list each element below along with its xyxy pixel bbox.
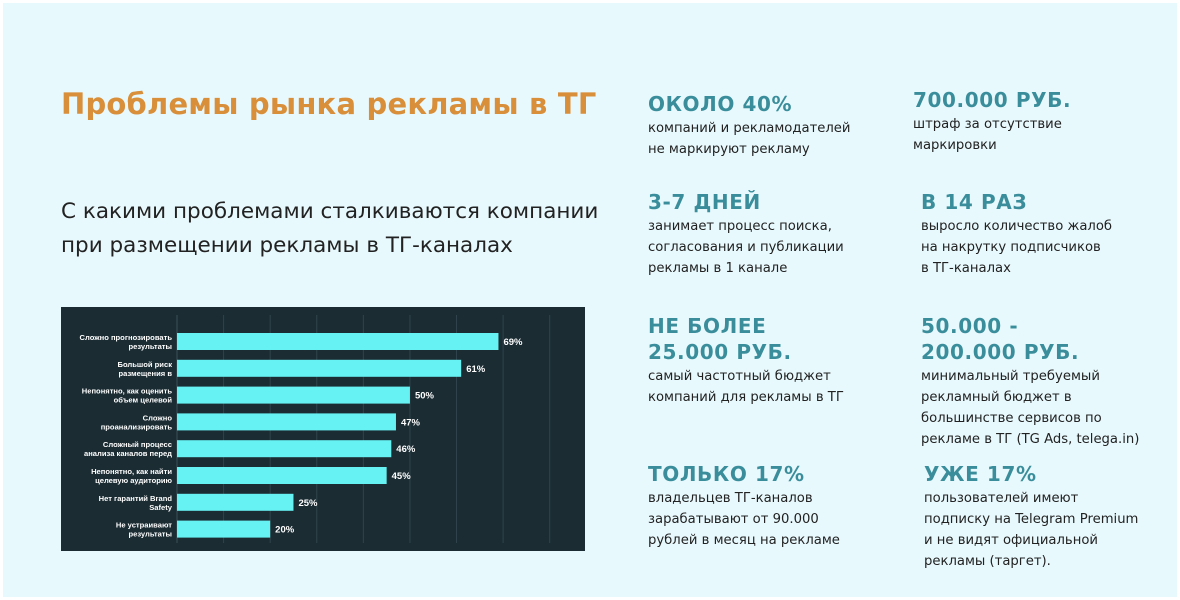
bar-value-label: 25% [298,498,318,509]
stat-headline: 700.000 РУБ. [913,88,1072,112]
category-label: Сложно прогнозировать результаты [79,333,172,351]
bar [177,467,387,484]
bar-value-label: 45% [392,471,412,482]
bar [177,440,392,458]
subtitle: С какими проблемами сталкиваются компани… [61,199,599,258]
bar [177,386,410,404]
stat-headline: ТОЛЬКО 17% [648,462,805,486]
stat-headline: УЖЕ 17% [924,462,1037,486]
stat-description: минимальный требуемый рекламный бюджет в… [921,369,1140,447]
stat-headline: НЕ БОЛЕЕ 25.000 РУБ. [648,314,792,364]
stat-description: самый частотный бюджет компаний для рекл… [648,369,844,405]
stat-headline: 50.000 - 200.000 РУБ. [921,314,1080,364]
bar [177,493,294,511]
stat-description: выросло количество жалоб на накрутку под… [921,219,1113,276]
bar [177,413,396,431]
bar-value-label: 47% [401,417,421,428]
category-label: Большой риск размещения в [118,360,173,378]
stat-card: ТОЛЬКО 17% владельцев ТГ-каналов зарабат… [648,461,898,551]
page-title: Проблемы рынка рекламы в ТГ [61,87,597,121]
category-label: Не устраивают результаты [116,521,172,539]
bar-value-label: 50% [415,391,435,402]
stat-description: пользователей имеют подписку на Telegram… [924,491,1139,569]
bar [177,520,271,538]
category-label: Непонятно, как найти целевую аудиторию [91,467,172,485]
bar-chart-svg: 69% Сложно прогнозировать результаты 61% Бол… [79,315,551,543]
bar [177,333,499,350]
stat-description: штраф за отсутствие маркировки [913,117,1062,153]
stat-description: занимает процесс поиска, согласования и … [648,219,844,276]
category-label: Нет гарантий Brand Safety [99,494,173,512]
stat-card: ОКОЛО 40% компаний и рекламодателей не м… [648,91,898,160]
stat-description: компаний и рекламодателей не маркируют р… [648,121,851,157]
bar-value-label: 20% [275,525,295,536]
stat-card: НЕ БОЛЕЕ 25.000 РУБ. самый частотный бюд… [648,313,898,408]
stat-headline: 3-7 ДНЕЙ [648,190,761,214]
bar-chart: 69% Сложно прогнозировать результаты 61% Бол… [61,307,585,551]
category-label: Непонятно, как оценить объем целевой [82,387,173,405]
stat-card: В 14 РАЗ выросло количество жалоб на нак… [921,189,1171,279]
slide: Проблемы рынка рекламы в ТГ С какими про… [3,3,1177,597]
bar-value-label: 46% [396,444,416,455]
stat-headline: ОКОЛО 40% [648,92,793,116]
bar-value-label: 61% [466,364,486,375]
stat-description: владельцев ТГ-каналов зарабатывают от 90… [648,491,840,548]
bar [177,359,462,377]
bar-value-label: 69% [503,337,523,348]
stat-card: 700.000 РУБ. штраф за отсутствие маркиро… [913,87,1163,156]
category-label: Сложный процесс анализа каналов перед [84,440,172,458]
stat-card: 50.000 - 200.000 РУБ. минимальный требуе… [921,313,1171,450]
stat-headline: В 14 РАЗ [921,190,1028,214]
stat-card: УЖЕ 17% пользователей имеют подписку на … [924,461,1174,572]
stat-card: 3-7 ДНЕЙ занимает процесс поиска, соглас… [648,189,898,279]
category-label: Сложно проанализировать [101,413,173,431]
